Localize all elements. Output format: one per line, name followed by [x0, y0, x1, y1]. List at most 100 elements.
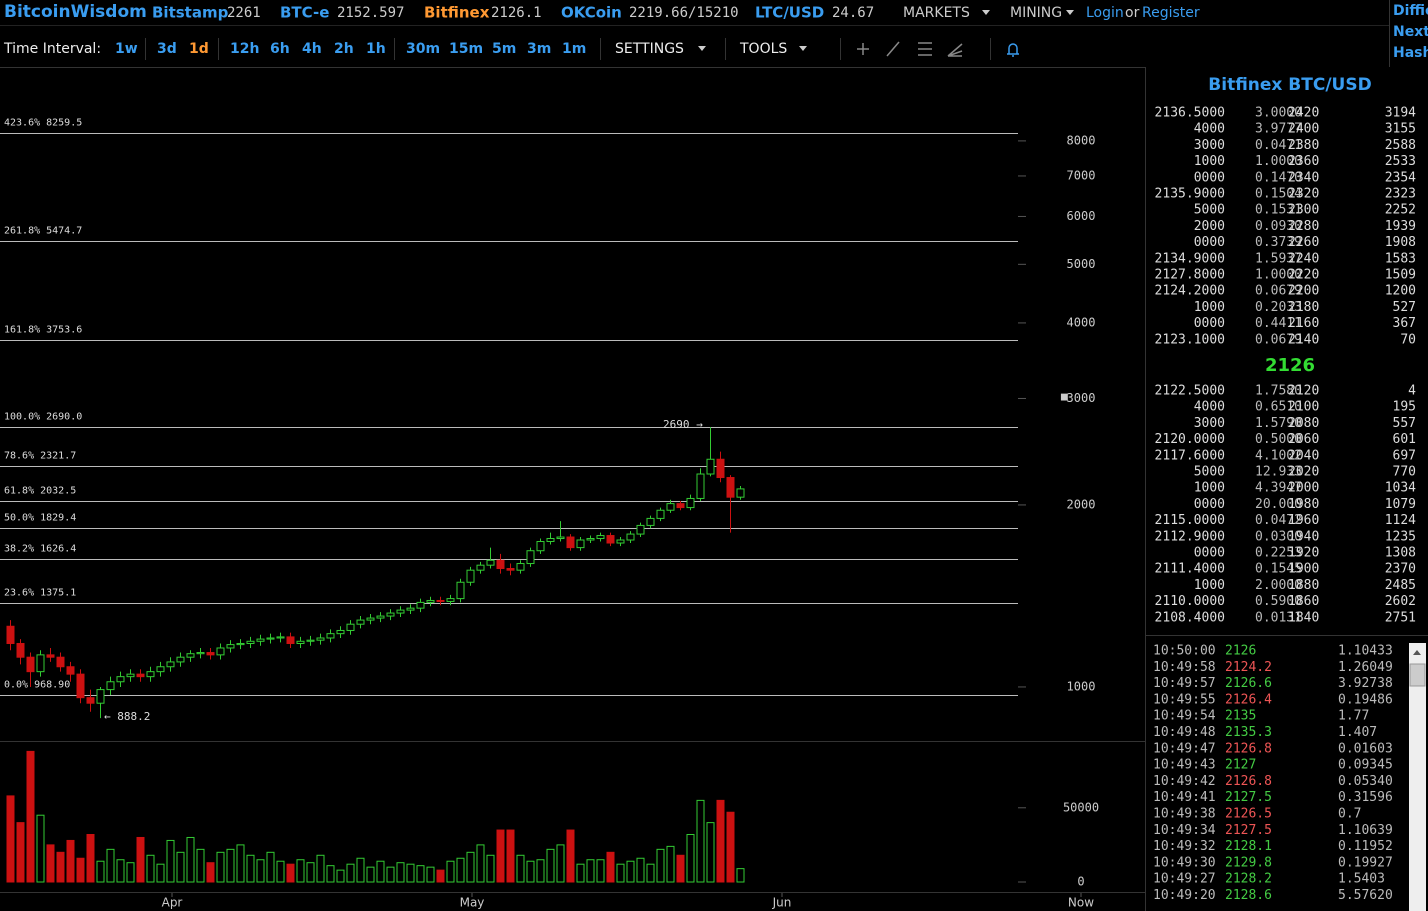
book-amount: 0.1545 [1255, 562, 1302, 577]
pen-icon[interactable] [947, 43, 963, 57]
interval-button[interactable]: 4h [302, 41, 322, 57]
interval-button[interactable]: 15m [449, 41, 483, 57]
fib-label: 261.8% 5474.7 [4, 226, 82, 237]
interval-button[interactable]: 5m [492, 41, 516, 57]
side-link[interactable]: Hash [1393, 45, 1428, 61]
y-tick-label: 2000 [1067, 497, 1096, 511]
depth-price: 2400 [1288, 122, 1319, 137]
candle-body [346, 623, 355, 631]
volume-bar [426, 866, 435, 883]
book-amount: 0.2253 [1255, 546, 1302, 561]
interval-button[interactable]: 1m [562, 41, 586, 57]
candle-body [576, 539, 585, 549]
scroll-up[interactable] [1413, 650, 1421, 655]
candle-body [256, 638, 265, 642]
ticker-name[interactable]: Bitstamp [152, 4, 229, 22]
candle-body [386, 612, 395, 617]
candle-body [566, 536, 575, 549]
trade-price: 2126.4 [1225, 692, 1272, 707]
y-tick-label: 6000 [1067, 209, 1096, 223]
fib-icon[interactable] [918, 42, 932, 56]
trade-amount: 1.26049 [1338, 660, 1393, 675]
depth-price: 2120 [1288, 384, 1319, 399]
volume-bar [26, 750, 35, 883]
book-price: 2112.9000 [1155, 529, 1225, 544]
trade-time: 10:49:27 [1153, 872, 1216, 887]
candle-body [326, 633, 335, 639]
scrollbar-track[interactable] [1409, 643, 1426, 911]
candle-body [366, 617, 375, 621]
fib-label: 423.6% 8259.5 [4, 118, 82, 129]
candle-body [296, 640, 305, 644]
interval-button[interactable]: 1w [115, 41, 138, 57]
volume-bar [516, 854, 525, 883]
interval-button[interactable]: 1h [366, 41, 386, 57]
volume-bar [156, 863, 165, 883]
depth-sum: 1124 [1385, 513, 1416, 528]
book-amount: 0.5000 [1255, 432, 1302, 447]
trade-price: 2135.3 [1225, 725, 1272, 740]
candle-body [66, 666, 75, 675]
ticker-name[interactable]: OKCoin [561, 4, 622, 22]
candle-body [586, 538, 595, 541]
book-price: 2135.9000 [1155, 187, 1225, 202]
fib-label: 100.0% 2690.0 [4, 412, 82, 423]
volume-bar [466, 851, 475, 883]
volume-bar [366, 866, 375, 883]
interval-button[interactable]: 2h [334, 41, 354, 57]
menu[interactable]: MINING [1010, 5, 1062, 21]
trade-price: 2126.8 [1225, 741, 1272, 756]
volume-bar [536, 859, 545, 883]
candle-body [466, 569, 475, 583]
register-link[interactable]: Register [1142, 5, 1200, 21]
ticker-name[interactable]: LTC/USD [755, 4, 824, 22]
ticker-name[interactable]: BTC-e [280, 4, 329, 22]
book-amount: 3.9777 [1255, 122, 1302, 137]
candle-body [186, 653, 195, 658]
ticker-price: 2152.597 [337, 5, 404, 21]
book-price: 1000 [1194, 154, 1225, 169]
scrollbar [1409, 643, 1426, 911]
menu[interactable]: MARKETS [903, 5, 970, 21]
book-price: 2117.6000 [1155, 448, 1225, 463]
candle-body [336, 629, 345, 635]
crosshair-icon[interactable] [857, 43, 869, 55]
toolbar-menu[interactable]: TOOLS [739, 41, 787, 57]
candle-body [266, 637, 275, 640]
interval-button[interactable]: 6h [270, 41, 290, 57]
book-amount: 0.0471 [1255, 138, 1302, 153]
volume-bar [526, 860, 535, 883]
trade-time: 10:49:42 [1153, 774, 1216, 789]
candle-body [596, 535, 605, 540]
ticker-price: 2219.66/15210 [629, 5, 739, 21]
candle-body [686, 497, 695, 509]
candle-body [676, 503, 685, 509]
ticker-name[interactable]: Bitfinex [424, 4, 490, 22]
interval-button[interactable]: 1d [189, 41, 209, 57]
alert-icon[interactable] [1007, 43, 1019, 57]
depth-sum: 195 [1393, 400, 1416, 415]
book-price: 2127.8000 [1155, 268, 1225, 283]
toolbar-menu[interactable]: SETTINGS [615, 41, 684, 57]
candle-body [476, 564, 485, 571]
candle-body [526, 550, 535, 565]
trade-time: 10:49:30 [1153, 855, 1216, 870]
line-icon[interactable] [886, 41, 900, 57]
side-link[interactable]: Diffic [1393, 3, 1428, 19]
scroll-thumb[interactable] [1409, 663, 1426, 687]
candle-body [736, 488, 745, 498]
side-link[interactable]: Next: [1393, 24, 1428, 40]
login-link[interactable]: Login [1086, 5, 1124, 21]
book-amount: 4.3947 [1255, 481, 1302, 496]
depth-sum: 697 [1393, 448, 1416, 463]
interval-button[interactable]: 3m [527, 41, 551, 57]
interval-button[interactable]: 12h [230, 41, 259, 57]
candle-body [546, 538, 555, 543]
candle-body [176, 656, 185, 663]
interval-button[interactable]: 30m [406, 41, 440, 57]
brand[interactable]: BitcoinWisdom [4, 2, 147, 22]
interval-button[interactable]: 3d [157, 41, 177, 57]
depth-sum: 2533 [1385, 154, 1416, 169]
candle-body [146, 671, 155, 678]
candle-body [396, 609, 405, 614]
